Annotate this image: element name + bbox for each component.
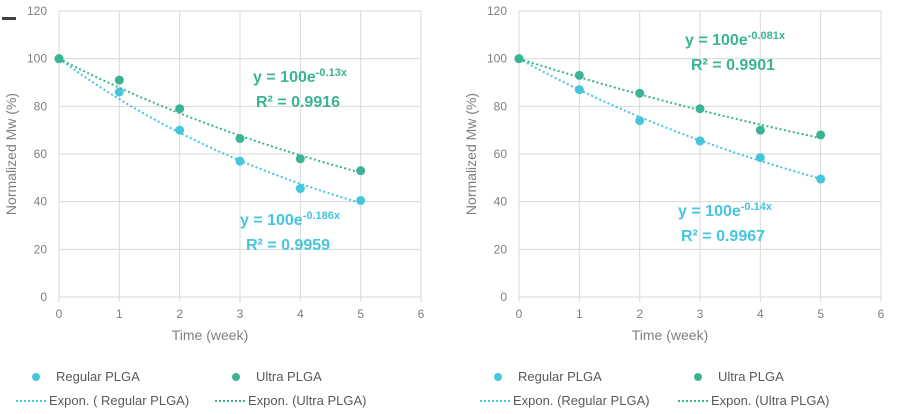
chart-right-svg: 0 20 40 60 80 100 120 0 1 2 3 4 5 6 Time (week) Normali… bbox=[463, 4, 885, 343]
data-point-regular bbox=[695, 136, 705, 146]
x-tick-label: 3 bbox=[237, 307, 244, 321]
y-tick-label: 100 bbox=[27, 52, 47, 66]
r-squared-label: R² = 0.9916 bbox=[256, 94, 340, 111]
legend-expon-regular-label: Expon. (Regular PLGA) bbox=[513, 393, 650, 408]
legend-regular-marker bbox=[32, 372, 40, 381]
y-tick-label: 20 bbox=[494, 242, 508, 256]
y-tick-label: 0 bbox=[500, 290, 507, 304]
y-tick-label: 120 bbox=[487, 4, 507, 18]
legend-ultra-marker bbox=[232, 372, 240, 381]
data-point-regular bbox=[114, 87, 124, 97]
data-point-regular bbox=[356, 195, 366, 205]
legend-expon-regular-line bbox=[16, 399, 46, 402]
x-tick-label: 0 bbox=[516, 307, 523, 321]
y-tick-label: 100 bbox=[487, 52, 507, 66]
equation-label: y = 100e-0.14x bbox=[678, 201, 773, 220]
legend-regular-marker bbox=[494, 372, 502, 381]
data-point-ultra bbox=[54, 54, 64, 64]
legend-ultra-label: Ultra PLGA bbox=[256, 369, 322, 384]
legend-expon-regular-line bbox=[480, 399, 510, 402]
legend-expon-ultra-line bbox=[215, 399, 245, 402]
x-tick-label: 5 bbox=[817, 307, 824, 321]
data-point-regular bbox=[235, 156, 245, 166]
r-squared-label: R² = 0.9959 bbox=[246, 237, 330, 254]
data-point-ultra bbox=[175, 104, 185, 114]
data-point-ultra bbox=[695, 104, 705, 114]
data-point-ultra bbox=[635, 88, 645, 98]
legend-expon-ultra-line bbox=[678, 399, 708, 402]
legend-item-expon-regular: Expon. (Regular PLGA) bbox=[480, 393, 650, 408]
legend-expon-ultra-label: Expon. (Ultra PLGA) bbox=[248, 393, 367, 408]
equation-label: y = 100e-0.13x bbox=[253, 67, 348, 86]
y-tick-label: 80 bbox=[34, 99, 48, 113]
data-point-ultra bbox=[574, 70, 584, 80]
data-point-ultra bbox=[816, 130, 826, 140]
legend-regular-label: Regular PLGA bbox=[518, 369, 602, 384]
legend-regular-label: Regular PLGA bbox=[56, 369, 140, 384]
data-point-ultra bbox=[295, 154, 305, 164]
data-point-ultra bbox=[514, 54, 524, 64]
chart-panel-right: 0 20 40 60 80 100 120 0 1 2 3 4 5 6 Time (week) Normali… bbox=[450, 0, 900, 414]
legend-expon-ultra-label: Expon. (Ultra PLGA) bbox=[711, 393, 830, 408]
y-tick-label: 40 bbox=[34, 195, 48, 209]
y-tick-label: 60 bbox=[34, 147, 48, 161]
legend-item-regular: Regular PLGA bbox=[32, 369, 140, 384]
x-tick-label: 4 bbox=[297, 307, 304, 321]
chart-left-svg: 0 20 40 60 80 100 120 0 1 2 3 4 5 6 Time (week) Normali… bbox=[3, 4, 425, 343]
data-point-regular bbox=[816, 174, 826, 184]
data-point-ultra bbox=[356, 166, 366, 176]
x-tick-label: 4 bbox=[757, 307, 764, 321]
y-tick-label: 120 bbox=[27, 4, 47, 18]
data-point-regular bbox=[574, 85, 584, 95]
equation-label: y = 100e-0.186x bbox=[240, 210, 341, 229]
x-tick-label: 1 bbox=[116, 307, 123, 321]
legend-item-regular: Regular PLGA bbox=[494, 369, 602, 384]
y-tick-label: 60 bbox=[494, 147, 508, 161]
y-tick-label: 40 bbox=[494, 195, 508, 209]
x-tick-label: 6 bbox=[878, 307, 885, 321]
legend-ultra-marker bbox=[694, 372, 702, 381]
r-squared-label: R² = 0.9967 bbox=[681, 228, 765, 245]
y-axis-title: Normalized Mw (%) bbox=[3, 93, 19, 215]
data-point-regular bbox=[635, 116, 645, 126]
x-tick-label: 1 bbox=[576, 307, 583, 321]
data-point-ultra bbox=[755, 125, 765, 135]
legend-item-ultra: Ultra PLGA bbox=[694, 369, 784, 384]
trendline-ultra bbox=[518, 57, 821, 139]
x-axis-title: Time (week) bbox=[172, 327, 249, 343]
legend-item-ultra: Ultra PLGA bbox=[232, 369, 322, 384]
chart-panel-left: 0 20 40 60 80 100 120 0 1 2 3 4 5 6 Time (week) Normali… bbox=[2, 4, 425, 408]
x-tick-label: 6 bbox=[418, 307, 425, 321]
y-tick-label: 80 bbox=[494, 99, 508, 113]
y-tick-label: 0 bbox=[40, 290, 47, 304]
trendline-regular bbox=[518, 57, 821, 180]
r-squared-label: R² = 0.9901 bbox=[691, 57, 775, 74]
legend-item-expon-ultra: Expon. (Ultra PLGA) bbox=[215, 393, 367, 408]
data-point-ultra bbox=[114, 75, 124, 85]
legend-item-expon-ultra: Expon. (Ultra PLGA) bbox=[678, 393, 830, 408]
data-point-regular bbox=[295, 184, 305, 194]
legend-ultra-label: Ultra PLGA bbox=[718, 369, 784, 384]
x-tick-label: 5 bbox=[357, 307, 364, 321]
x-tick-label: 2 bbox=[176, 307, 183, 321]
corner-mark bbox=[2, 17, 16, 20]
x-tick-label: 2 bbox=[636, 307, 643, 321]
x-tick-label: 0 bbox=[56, 307, 63, 321]
y-tick-label: 20 bbox=[34, 242, 48, 256]
equation-label: y = 100e-0.081x bbox=[685, 30, 786, 49]
trendline-ultra bbox=[58, 57, 361, 174]
x-axis-title: Time (week) bbox=[632, 327, 709, 343]
legend-item-expon-regular: Expon. ( Regular PLGA) bbox=[16, 393, 189, 408]
legend-expon-regular-label: Expon. ( Regular PLGA) bbox=[49, 393, 190, 408]
y-axis-title: Normalized Mw (%) bbox=[463, 93, 479, 215]
data-point-regular bbox=[175, 125, 185, 135]
data-point-ultra bbox=[235, 134, 245, 144]
x-tick-label: 3 bbox=[697, 307, 704, 321]
data-point-regular bbox=[755, 153, 765, 163]
